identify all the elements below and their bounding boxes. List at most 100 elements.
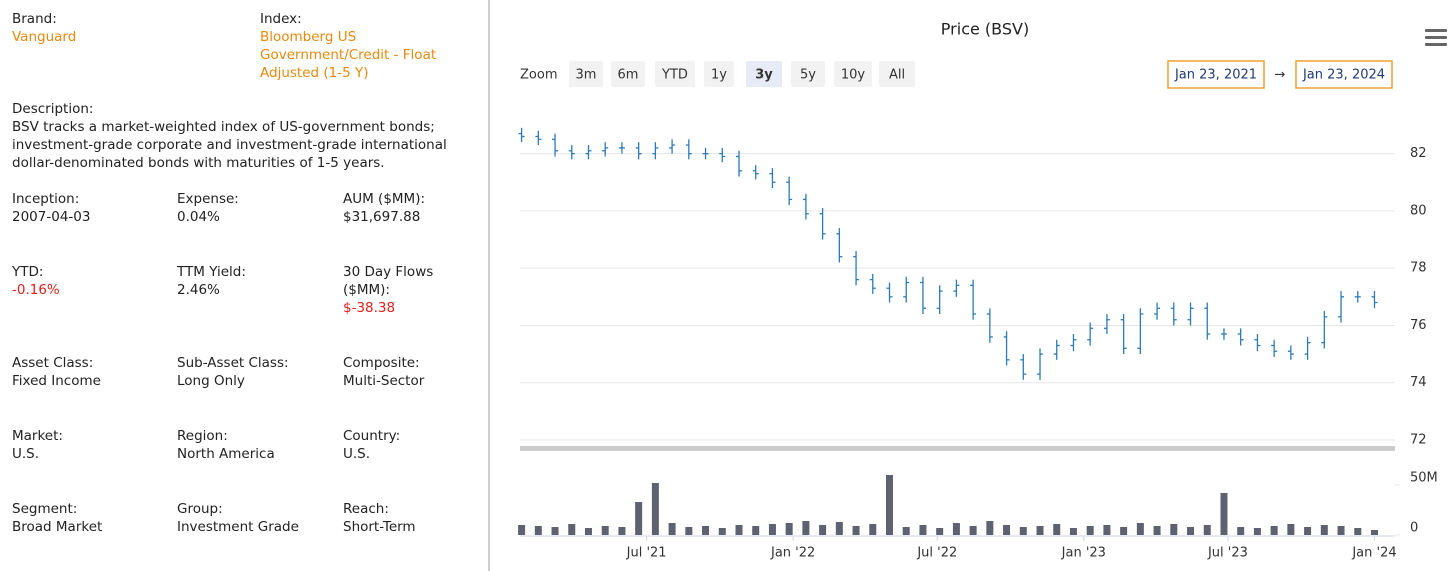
range-button-label[interactable]: YTD [661,68,688,83]
description: Description: BSV tracks a market-weighted… [12,100,452,172]
volume-bar [651,483,659,535]
volume-bar [718,528,726,535]
volume-bar [1086,526,1094,535]
volume-bar [902,527,910,535]
range-button[interactable] [879,61,915,87]
volume-bar [568,524,576,535]
date-from-box[interactable] [1167,60,1265,89]
field: Asset Class: Fixed Income [12,354,162,390]
volume-bar [1187,527,1195,535]
description-label: Description: [12,101,94,117]
volume-bar [752,526,760,535]
field-value: 2.46% [177,282,220,298]
field-label: Reach: [343,501,389,517]
x-tick-label: Jul '23 [1207,546,1248,561]
field: Expense: 0.04% [177,190,327,226]
date-from: Jan 23, 2021 [1174,68,1257,83]
y-tick-label: 72 [1410,433,1427,448]
range-button[interactable] [746,61,782,87]
range-button-label[interactable]: 1y [711,68,727,83]
range-button-label[interactable]: All [889,68,905,83]
navigator-bar [520,446,1395,451]
x-tick-label: Jul '21 [626,546,667,561]
volume-bar [802,521,810,535]
range-button[interactable] [834,61,872,87]
y-tick-label: 76 [1410,318,1427,333]
field-value: Vanguard [12,29,77,45]
field: Sub-Asset Class: Long Only [177,354,327,390]
date-to-box[interactable] [1295,60,1393,89]
field: Group: Investment Grade [177,500,327,536]
field: Market: U.S. [12,427,162,463]
range-button[interactable] [791,61,825,87]
field-value: North America [177,446,275,462]
field-label: 30 Day Flows ($MM): [343,264,434,298]
range-button[interactable] [704,61,734,87]
volume-bar [1069,528,1077,535]
field-label: Asset Class: [12,355,94,371]
field: TTM Yield: 2.46% [177,263,327,299]
volume-bar [869,524,877,535]
volume-bar [601,526,609,535]
field: Country: U.S. [343,427,478,463]
volume-tick-label: 50M [1410,471,1438,486]
volume-bar [835,522,843,535]
field: Region: North America [177,427,327,463]
x-tick-label: Jul '22 [916,546,957,561]
volume-bar [1304,527,1312,535]
info-panel: Brand: Vanguard Index: Bloomberg US Governm… [0,0,488,571]
field-label: AUM ($MM): [343,191,426,207]
field-label: Market: [12,428,63,444]
volume-bar [819,525,827,535]
volume-tick-label: 0 [1410,521,1418,536]
volume-bar [1320,525,1328,535]
field-label: Group: [177,501,223,517]
chart-title: Price (BSV) [941,20,1029,39]
field: 30 Day Flows ($MM): $-38.38 [343,263,478,317]
volume-bar [702,526,710,535]
volume-bar [1036,526,1044,535]
volume-bar [685,527,693,535]
volume-bar [1220,493,1228,535]
field-value: Bloomberg US Government/Credit - Float A… [260,29,437,81]
volume-bar [635,502,643,535]
range-button[interactable] [569,61,603,87]
range-button-label[interactable]: 6m [618,68,639,83]
volume-bar [768,524,776,535]
volume-bar [534,526,542,535]
volume-bar [1019,527,1027,535]
menu-icon[interactable] [1425,29,1447,46]
volume-bar [1253,528,1261,535]
field-value: U.S. [343,446,371,462]
field-value: $-38.38 [343,300,396,316]
zoom-label: Zoom [520,68,557,83]
field-label: Sub-Asset Class: [177,355,289,371]
volume-bar [1370,530,1378,535]
range-button-label[interactable]: 10y [841,68,866,83]
field-label: TTM Yield: [177,264,246,280]
volume-bar [1103,525,1111,535]
range-button[interactable] [611,61,645,87]
volume-bar [1053,524,1061,535]
volume-bar [886,475,894,535]
range-button[interactable] [655,61,695,87]
x-tick-label: Jan '22 [770,546,815,561]
field: Reach: Short-Term [343,500,478,536]
description-value: BSV tracks a market-weighted index of US… [12,119,447,171]
range-button-label[interactable]: 3m [576,68,597,83]
range-button-label[interactable]: 5y [800,68,816,83]
volume-bar [1237,527,1245,535]
volume-bar [1170,524,1178,535]
field-value: $31,697.88 [343,209,421,225]
field-label: Inception: [12,191,80,207]
range-button-label[interactable]: 3y [755,68,773,83]
volume-bar [852,526,860,535]
volume-bar [1120,527,1128,535]
y-tick-label: 80 [1410,203,1427,218]
volume-bar [1287,524,1295,535]
volume-bar [936,528,944,535]
field-value: -0.16% [12,282,60,298]
y-tick-label: 74 [1410,375,1427,390]
volume-bar [969,526,977,535]
